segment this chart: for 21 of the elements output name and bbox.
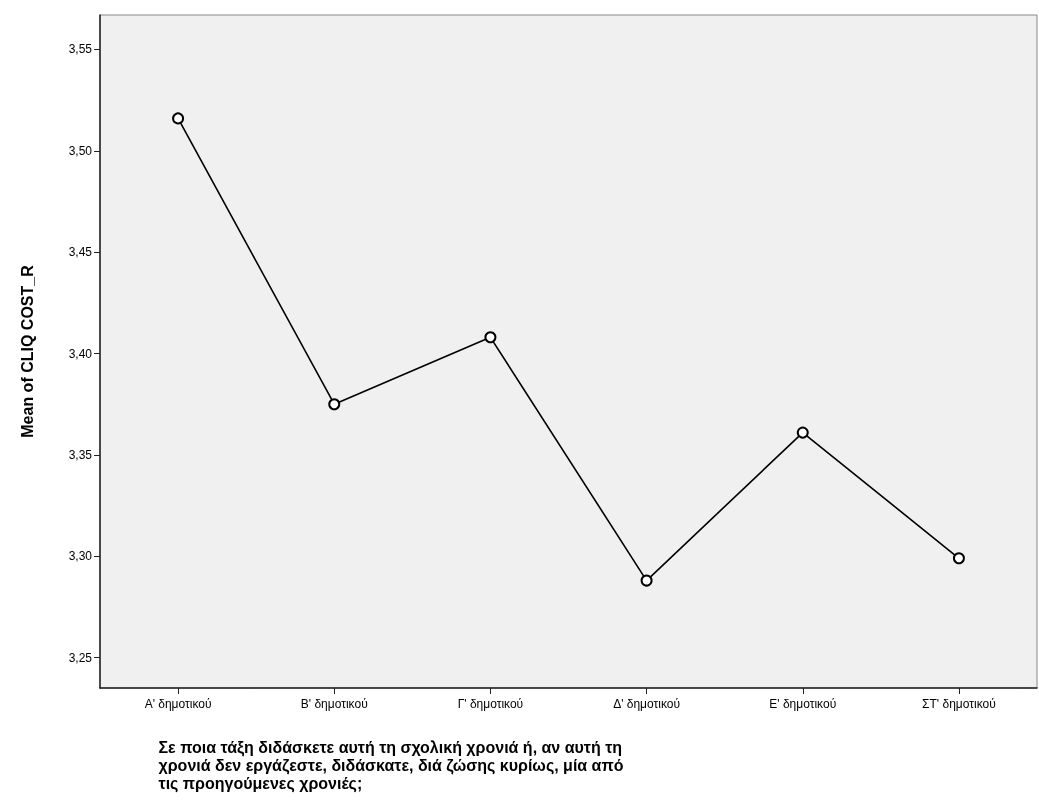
x-tick-label: Γ' δημοτικού [457, 697, 524, 711]
point [796, 426, 809, 439]
point [484, 331, 497, 344]
y-tick-label: 3,55 [68, 42, 93, 57]
y-tick-label: 3,45 [68, 245, 93, 260]
y-tick-label: 3,50 [68, 143, 93, 158]
point [328, 398, 341, 411]
x-tick-label: Β' δημοτικού [300, 697, 368, 711]
x-tick-label: ΣΤ' δημοτικού [922, 697, 996, 711]
x-axis-title: Σε ποια τάξη διδάσκετε αυτή τη σχολική χρονιά ή, αν αυτή τη χρονιά δεν εργάζεστε, διδάσκατε, διά ζώσης κυρίως, μία από τις προηγούμενες χρονιές; [158, 738, 628, 793]
x-tick-label: Α' δημοτικού [144, 697, 212, 711]
y-tick-label: 3,30 [68, 549, 93, 564]
x-tick-label: Δ' δημοτικού [613, 697, 681, 711]
point [172, 112, 185, 125]
point [640, 574, 653, 587]
y-tick-label: 3,25 [68, 650, 93, 665]
x-tick-label: Ε' δημοτικού [769, 697, 837, 711]
y-tick-label: 3,40 [68, 346, 93, 361]
point [952, 552, 965, 565]
y-tick-label: 3,35 [68, 447, 93, 462]
y-axis-title: Mean of CLIQ COST_R [18, 264, 36, 438]
